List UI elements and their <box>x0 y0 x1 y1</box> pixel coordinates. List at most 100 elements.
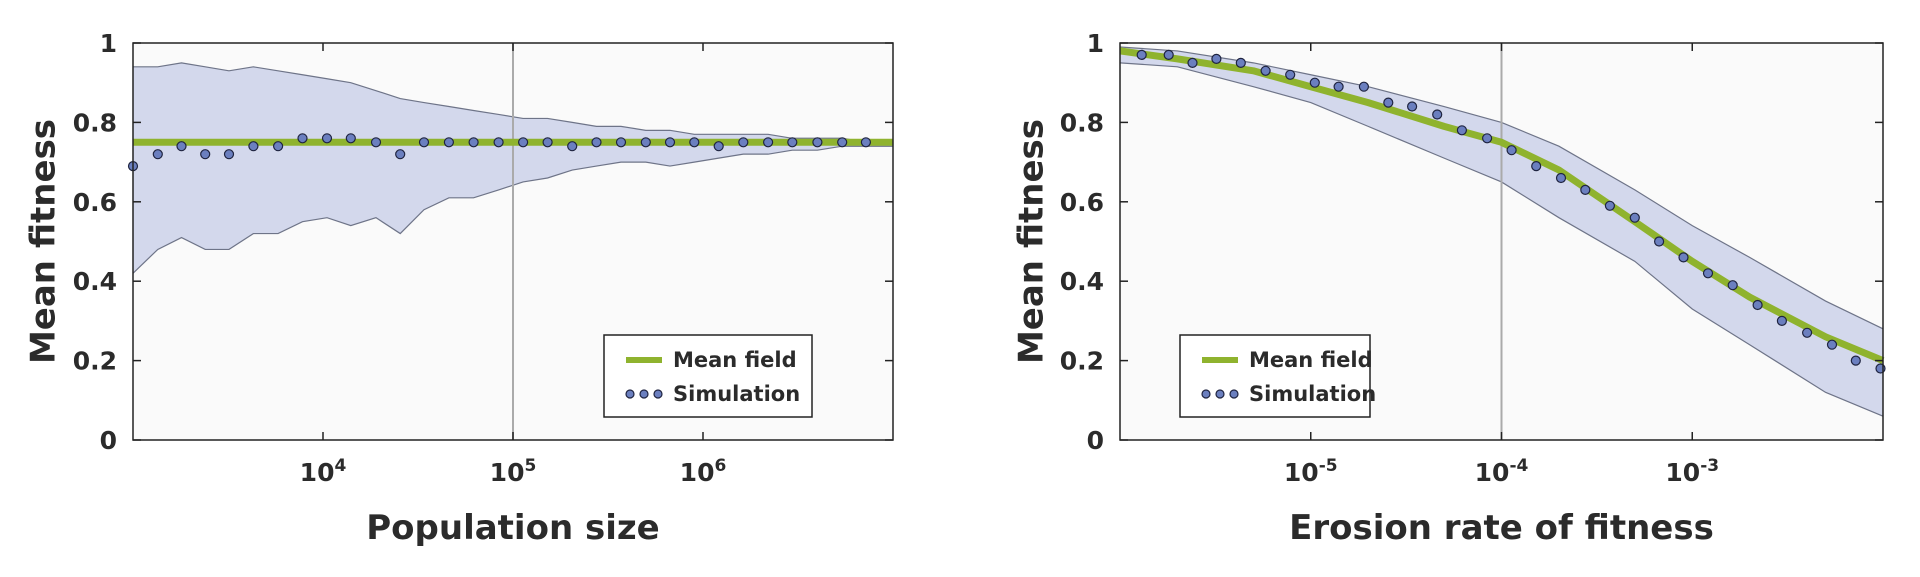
simulation-point <box>1580 184 1591 195</box>
simulation-point <box>395 149 406 160</box>
simulation-point <box>1309 77 1320 88</box>
x-tick-label: 10-3 <box>1665 456 1719 487</box>
simulation-point <box>1604 200 1616 211</box>
simulation-point <box>1531 161 1542 172</box>
legend-simulation-swatch <box>625 389 663 399</box>
simulation-point <box>664 137 676 148</box>
y-tick-label: 0.8 <box>73 108 117 137</box>
legend-dot <box>1201 389 1211 399</box>
band-lower-edge <box>132 145 893 274</box>
simulation-point <box>1801 327 1813 338</box>
legend: Mean field Simulation <box>1179 334 1376 418</box>
simulation-point <box>345 133 356 144</box>
simulation-point <box>321 133 333 144</box>
y-tick-label: 1 <box>1087 29 1104 58</box>
simulation-point <box>1555 172 1567 184</box>
simulation-point <box>1629 212 1640 223</box>
band-upper-edge <box>133 62 893 143</box>
legend-box <box>1179 334 1371 418</box>
x-tick-label: 10-5 <box>1284 456 1338 487</box>
y-tick-label: 0.4 <box>73 267 117 296</box>
simulation-point <box>517 137 529 148</box>
y-tick-labels: 0 0.2 0.4 0.6 0.8 1 <box>73 29 117 455</box>
simulation-point <box>567 141 578 152</box>
y-tick-label: 0.6 <box>1060 188 1104 217</box>
simulation-point <box>762 137 774 148</box>
simulation-point <box>273 141 284 152</box>
simulation-point <box>1285 69 1296 80</box>
simulation-point <box>493 137 504 148</box>
simulation-point <box>1358 81 1370 92</box>
simulation-point <box>1406 101 1418 112</box>
legend-label-mean-field: Mean field <box>673 348 797 372</box>
x-tick-label: 104 <box>300 456 347 487</box>
legend: Mean field Simulation <box>603 334 813 418</box>
y-axis-title: Mean fitness <box>24 119 64 364</box>
y-tick-label: 0.8 <box>1060 108 1104 137</box>
mean-field-line-layer <box>1119 47 1885 364</box>
simulation-point <box>812 137 823 148</box>
simulation-point <box>615 137 627 148</box>
x-tick-label: 106 <box>680 456 727 487</box>
simulation-point <box>1850 355 1861 366</box>
simulation-point <box>418 137 430 148</box>
simulation-point <box>1506 145 1517 156</box>
x-tick-label: 105 <box>490 456 537 487</box>
legend-label-simulation: Simulation <box>1249 382 1376 406</box>
legend-dot <box>1215 389 1225 399</box>
simulation-point <box>1260 65 1271 76</box>
simulation-point <box>542 137 553 148</box>
simulation-point <box>1752 299 1763 311</box>
simulation-point <box>1481 133 1493 144</box>
simulation-point <box>837 137 848 148</box>
simulation-point <box>152 149 163 160</box>
y-tick-label: 0.2 <box>1060 347 1104 376</box>
simulation-points-layer <box>127 133 872 172</box>
simulation-point <box>1235 57 1246 69</box>
simulation-point <box>468 137 479 148</box>
x-axis-title: Erosion rate of fitness <box>1289 508 1714 548</box>
x-tick-labels: 104 105 106 <box>300 456 727 487</box>
y-axis-title: Mean fitness <box>1012 119 1052 364</box>
simulation-point <box>689 137 700 148</box>
y-tick-labels: 0 0.2 0.4 0.6 0.8 1 <box>1060 29 1104 455</box>
x-tick-label: 10-4 <box>1475 456 1529 487</box>
simulation-point <box>370 137 382 148</box>
simulation-point <box>223 149 235 160</box>
legend-label-mean-field: Mean field <box>1249 348 1373 372</box>
simulation-point <box>860 137 872 148</box>
simulation-point <box>1727 280 1738 291</box>
simulation-point <box>248 141 259 152</box>
mean-field-line <box>1119 47 1885 364</box>
axis-ticks <box>133 42 893 441</box>
simulation-points-layer <box>1136 49 1886 374</box>
legend-dot <box>1229 389 1239 399</box>
axis-ticks <box>1120 42 1883 441</box>
chart-erosion-rate: 0 0.2 0.4 0.6 0.8 1 10-5 10-4 10-3 Erosi… <box>1012 29 1886 548</box>
simulation-point <box>1333 81 1344 92</box>
x-axis-title: Population size <box>366 508 659 548</box>
y-tick-label: 0.4 <box>1060 267 1104 296</box>
chart-population-size: 0 0.2 0.4 0.6 0.8 1 104 105 106 Populati… <box>24 29 894 548</box>
x-tick-labels: 10-5 10-4 10-3 <box>1284 456 1719 487</box>
simulation-point <box>1383 97 1394 108</box>
simulation-point <box>1136 49 1147 61</box>
legend-dot <box>625 389 635 399</box>
y-tick-label: 0.2 <box>73 347 117 376</box>
simulation-point <box>200 149 211 160</box>
band-fill <box>1120 47 1883 417</box>
simulation-point <box>738 137 749 148</box>
simulation-point <box>1776 315 1788 326</box>
simulation-point <box>443 137 454 148</box>
simulation-point <box>1702 268 1714 279</box>
legend-label-simulation: Simulation <box>673 382 800 406</box>
legend-simulation-swatch <box>1201 389 1239 399</box>
simulation-point <box>1187 57 1198 69</box>
simulation-point <box>1826 339 1838 350</box>
simulation-point <box>176 141 187 152</box>
simulation-point <box>640 137 651 148</box>
simulation-point <box>1163 49 1174 61</box>
simulation-point <box>1211 53 1222 65</box>
